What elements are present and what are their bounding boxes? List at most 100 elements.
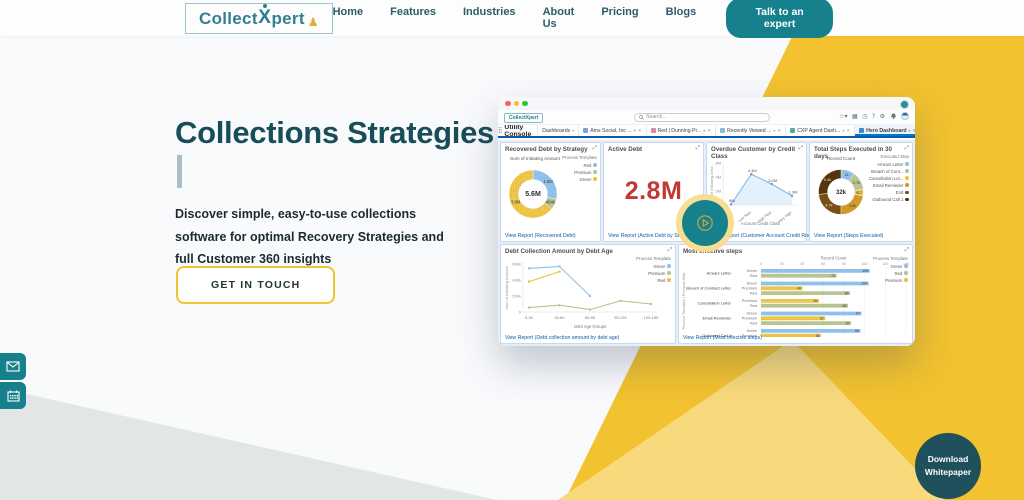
browser-profile-icon[interactable] (900, 100, 909, 109)
tab-icon (583, 128, 589, 133)
email-button[interactable] (0, 353, 26, 380)
panel-title: Recovered Debt by Strategy (505, 146, 588, 153)
tab-cxp-agent-dash[interactable]: CXP Agent Dash... ▾ ✕ (785, 125, 854, 136)
effective-steps-bar-chart: Record Count 0 20 40 60 80 100 120 140 Arrears Le… (682, 256, 909, 337)
view-report-link[interactable]: View Report (Recovered Debt) (505, 232, 576, 239)
active-debt-value: 2.8M (624, 177, 683, 205)
history-icon[interactable]: ◷ (862, 112, 868, 120)
expand-icon[interactable]: ⤢ (667, 247, 672, 253)
svg-text:0: 0 (760, 262, 762, 266)
talk-to-expert-button[interactable]: Talk to an expert (726, 0, 833, 38)
get-in-touch-button[interactable]: GET IN TOUCH (176, 266, 336, 304)
svg-text:Breach of Contract Letter: Breach of Contract Letter (686, 286, 731, 291)
svg-text:Premium: Premium (742, 317, 757, 321)
help-icon[interactable]: ? (871, 112, 876, 120)
svg-text:30-60: 30-60 (554, 315, 565, 320)
svg-text:120: 120 (882, 262, 888, 266)
window-minimize-button[interactable] (513, 100, 519, 107)
panel-title: Total Steps Executed in 30 days (814, 146, 892, 161)
close-icon[interactable]: ✕ (777, 127, 782, 133)
tab-red-dunning-pr[interactable]: Red | Dunning Pr... ▾ ✕ (645, 125, 716, 136)
close-icon[interactable]: ✕ (707, 127, 712, 133)
panel-title: Overdue Customer by Credit Class (711, 146, 796, 161)
expand-icon[interactable]: ⤢ (904, 145, 909, 151)
svg-text:6M: 6M (715, 161, 721, 166)
svg-text:0-30: 0-30 (525, 315, 534, 320)
view-report-link[interactable]: View Report (Steps Executed) (814, 232, 884, 239)
legend-item-premium: Premium (562, 169, 597, 176)
view-report-link[interactable]: View Report (Customer Account Credit Ris… (711, 232, 814, 239)
notifications-bell-icon[interactable] (890, 113, 897, 120)
close-icon[interactable]: ✕ (912, 127, 915, 133)
legend-item-premium: Premium (636, 270, 671, 277)
nav-link-industries[interactable]: Industries (462, 6, 516, 18)
panel-title: Active Debt (608, 146, 643, 153)
nav-item-dashboards[interactable]: Dashboards ▾ (537, 125, 578, 136)
svg-text:56: 56 (814, 299, 818, 303)
close-icon[interactable]: ✕ (846, 127, 851, 133)
legend-swatch (905, 176, 909, 180)
svg-text:120-180: 120-180 (644, 315, 659, 320)
legend-swatch (904, 264, 908, 268)
svg-text:Red: Red (750, 274, 757, 278)
tab-label: Red | Dunning Pr... (657, 127, 702, 134)
play-video-button[interactable] (676, 194, 734, 252)
user-avatar[interactable] (901, 112, 909, 120)
nav-link-blogs[interactable]: Blogs (665, 6, 697, 18)
favorites-star-icon[interactable]: ☆▾ (839, 112, 848, 120)
window-close-button[interactable] (505, 100, 511, 107)
nav-link-about-us[interactable]: About Us (542, 6, 575, 30)
close-icon[interactable]: ✕ (637, 127, 642, 133)
expand-icon[interactable]: ⤢ (798, 145, 803, 151)
svg-text:96: 96 (855, 329, 859, 333)
panel-title: Most effective steps (683, 248, 743, 255)
expand-icon[interactable]: ⤢ (904, 247, 909, 253)
view-report-link[interactable]: View Report (Most effective steps) (683, 334, 762, 341)
app-name: Utility Console (504, 123, 532, 138)
svg-text:4M: 4M (715, 175, 721, 180)
svg-text:Arrears Letter: Arrears Letter (707, 271, 732, 276)
legend-swatch (905, 162, 909, 166)
legend-item-outbound-call-1: Outbound Call 1 (869, 196, 909, 203)
app-launcher-icon[interactable]: ⣿ (498, 127, 503, 134)
svg-text:97: 97 (856, 312, 860, 316)
nav-link-features[interactable]: Features (390, 6, 436, 18)
legend: Process Template Green Premium Red (636, 256, 671, 284)
dashboard-grid: Recovered Debt by Strategy ⤢ Sum of Init… (498, 140, 915, 346)
tab-label: Recently Viewed ... (727, 127, 772, 134)
view-report-link[interactable]: View Report (Active Debt by Strategy) (608, 232, 696, 239)
chevron-down-icon[interactable]: ▾ (908, 128, 911, 133)
calendar-button[interactable] (0, 382, 26, 409)
chevron-down-icon[interactable]: ▾ (773, 128, 776, 133)
panel-active-debt: Active Debt ⤢ 2.8M View Report (Active D… (603, 142, 704, 242)
floating-contact-stack (0, 353, 26, 409)
tab-hero-dashboard[interactable]: Hero Dashboard ▾ ✕ (854, 125, 915, 136)
legend-swatch (667, 271, 671, 275)
nav-link-home[interactable]: Home (332, 6, 364, 18)
svg-text:90-120: 90-120 (614, 315, 627, 320)
nav-link-pricing[interactable]: Pricing (601, 6, 639, 18)
grid-icon[interactable]: ▦ (852, 112, 858, 120)
view-report-link[interactable]: View Report (Debt collection amount by d… (505, 334, 620, 341)
legend-item-email-reminder: Email Reminder (869, 182, 909, 189)
chevron-down-icon[interactable]: ▾ (633, 128, 636, 133)
chart-subtitle: Record Count (826, 156, 856, 161)
chevron-down-icon[interactable]: ▾ (703, 128, 706, 133)
tab-ams-social-inc[interactable]: Ams Social, Inc ... ▾ ✕ (578, 125, 645, 136)
window-zoom-button[interactable] (522, 100, 528, 107)
expand-icon[interactable]: ⤢ (592, 145, 597, 151)
chevron-down-icon[interactable]: ▾ (842, 128, 845, 133)
svg-text:87: 87 (846, 321, 850, 325)
download-whitepaper-button[interactable]: Download Whitepaper (915, 433, 981, 499)
global-search-input[interactable]: Search... (634, 112, 770, 122)
legend-swatch (905, 183, 909, 188)
panel-recovered-debt: Recovered Debt by Strategy ⤢ Sum of Init… (500, 142, 601, 242)
setup-gear-icon[interactable]: ⚙ (879, 112, 885, 120)
tab-recently-viewed[interactable]: Recently Viewed ... ▾ ✕ (715, 125, 785, 136)
svg-text:105: 105 (862, 269, 868, 273)
svg-text:60-90: 60-90 (585, 315, 596, 320)
expand-icon[interactable]: ⤢ (695, 145, 700, 151)
legend-item-green: Green (873, 263, 908, 270)
legend-item-breach-of-cont: Breach of Cont... (869, 168, 909, 175)
